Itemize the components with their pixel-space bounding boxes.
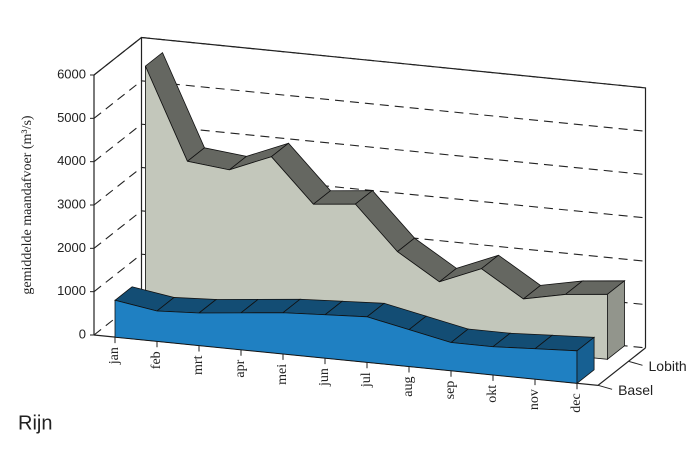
y-axis-title: gemiddelde maandafvoer (m³/s) xyxy=(20,115,35,294)
x-tick-label: sep xyxy=(443,381,458,400)
x-tick-label: jan xyxy=(107,347,122,365)
area-side xyxy=(576,336,595,385)
x-tick-label: jul xyxy=(359,372,374,388)
y-tick-label: 1000 xyxy=(57,283,86,298)
x-tick-label: feb xyxy=(149,351,164,369)
grid-line xyxy=(93,210,646,262)
x-tick-label: mrt xyxy=(191,355,206,375)
y-tick-label: 4000 xyxy=(57,153,86,168)
legend-tick xyxy=(597,384,613,390)
x-tick-label: jun xyxy=(317,368,332,387)
y-tick-label: 0 xyxy=(79,326,86,341)
grid-line xyxy=(93,123,646,176)
y-tick-label: 6000 xyxy=(57,66,86,81)
x-tick-label: mei xyxy=(275,364,290,385)
legend-label: Lobith xyxy=(649,358,687,374)
caption: Rijn xyxy=(18,412,52,434)
y-tick-label: 5000 xyxy=(57,110,86,125)
y-tick-label: 3000 xyxy=(57,196,86,211)
grid-line xyxy=(93,36,646,89)
grid-line xyxy=(93,166,646,219)
grid-line xyxy=(93,80,646,132)
x-tick-label: dec xyxy=(569,393,584,412)
x-tick-label: okt xyxy=(485,385,500,403)
x-tick-label: aug xyxy=(401,377,416,397)
x-tick-label: apr xyxy=(233,359,248,377)
area-side xyxy=(607,279,625,361)
y-tick-label: 2000 xyxy=(57,240,86,255)
legend-tick xyxy=(628,360,643,366)
x-tick-label: nov xyxy=(527,389,542,410)
legend-label: Basel xyxy=(618,382,653,398)
